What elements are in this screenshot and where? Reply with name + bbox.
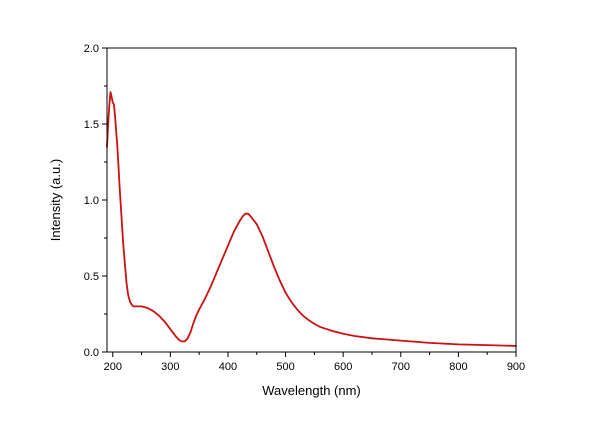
series-line-0: [106, 91, 517, 347]
x-tick-label: 700: [392, 361, 410, 373]
x-tick-label: 600: [334, 361, 352, 373]
x-tick-label: 900: [507, 361, 525, 373]
tick-labels: 200 300 400 500 600 700 800 900 0.0 0.5 1.0 1.5 2.0: [84, 43, 525, 373]
x-tick-label: 800: [449, 361, 467, 373]
x-tick-label: 400: [219, 361, 237, 373]
plot-frame: [106, 47, 517, 353]
x-axis-title: Wavelength (nm): [262, 383, 361, 398]
y-tick-label: 2.0: [84, 43, 99, 55]
y-tick-label: 1.0: [84, 195, 99, 207]
x-tick-label: 300: [161, 361, 179, 373]
x-tick-label: 200: [104, 361, 122, 373]
y-tick-label: 0.0: [84, 347, 99, 359]
x-tick-label: 500: [276, 361, 294, 373]
y-axis-title: Intensity (a.u.): [48, 159, 63, 241]
ticks: [102, 47, 517, 357]
axes: [106, 47, 517, 353]
y-tick-label: 0.5: [84, 271, 99, 283]
y-tick-label: 1.5: [84, 119, 99, 131]
series-layer: [106, 91, 517, 347]
